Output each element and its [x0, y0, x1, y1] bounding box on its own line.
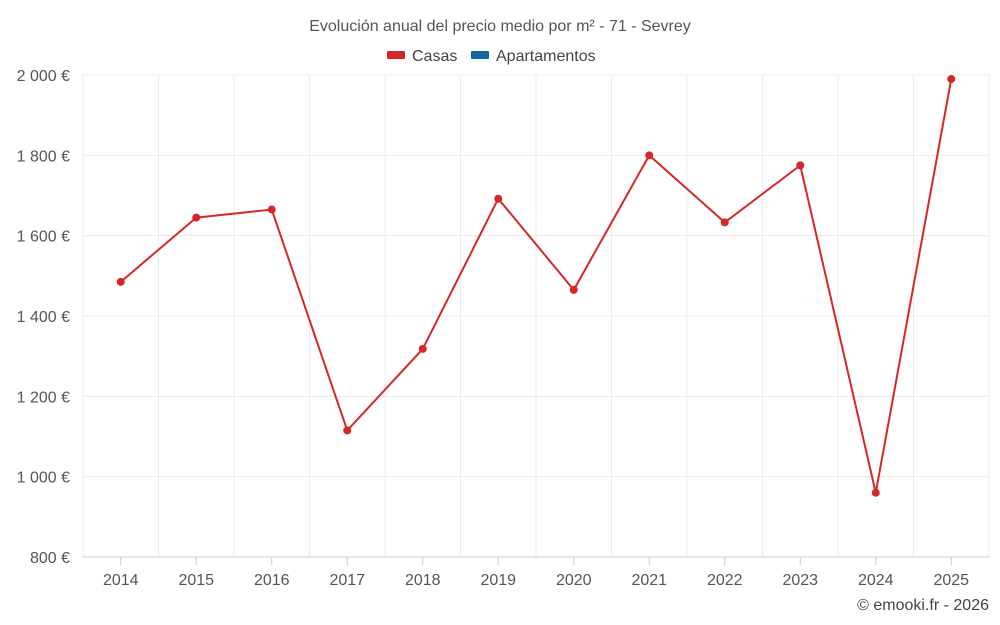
x-tick-label: 2018 [405, 572, 441, 589]
y-tick-label: 1 600 € [17, 229, 70, 246]
x-tick-label: 2015 [178, 572, 214, 589]
x-tick-label: 2021 [631, 572, 667, 589]
legend-swatch-apartamentos [471, 51, 489, 59]
data-point[interactable] [494, 194, 503, 203]
legend-item-casas[interactable]: Casas [387, 48, 457, 65]
series-line [120, 78, 953, 494]
data-point[interactable] [343, 426, 352, 435]
legend: Casas Apartamentos [387, 48, 596, 65]
data-point[interactable] [418, 344, 427, 353]
legend-swatch-casas [387, 51, 405, 59]
y-axis-labels: 800 € 1 000 € 1 200 € 1 400 € 1 600 € 1 800 €… [17, 68, 70, 567]
x-tick-label: 2020 [556, 572, 592, 589]
y-tick-label: 1 200 € [17, 389, 70, 406]
legend-label-apartamentos: Apartamentos [496, 48, 596, 65]
x-tick-label: 2025 [933, 572, 969, 589]
x-tick-label: 2023 [782, 572, 818, 589]
series-casas [116, 75, 956, 497]
x-tick-label: 2022 [707, 572, 743, 589]
chart-title: Evolución anual del precio medio por m² … [309, 18, 691, 35]
x-gridlines [82, 75, 990, 557]
data-point[interactable] [720, 218, 729, 227]
y-tick-label: 1 400 € [17, 309, 70, 326]
legend-label-casas: Casas [412, 48, 457, 65]
y-tick-label: 2 000 € [17, 68, 70, 85]
data-point[interactable] [947, 75, 956, 84]
y-tick-label: 1 800 € [17, 148, 70, 165]
y-tick-label: 800 € [30, 550, 70, 567]
data-point[interactable] [267, 205, 276, 214]
data-point[interactable] [116, 277, 125, 286]
footer-copyright: © emooki.fr - 2026 [857, 597, 989, 614]
legend-item-apartamentos[interactable]: Apartamentos [471, 48, 596, 65]
x-tick-label: 2014 [103, 572, 139, 589]
data-point[interactable] [192, 213, 201, 222]
y-tick-label: 1 000 € [17, 470, 70, 487]
data-point[interactable] [796, 161, 805, 170]
data-point[interactable] [645, 151, 654, 160]
x-tick-label: 2024 [858, 572, 894, 589]
data-point[interactable] [569, 285, 578, 294]
x-tick-label: 2019 [480, 572, 516, 589]
x-axis-labels: 2014 2015 2016 2017 2018 2019 2020 2021 2022 2023… [103, 557, 969, 589]
x-tick-label: 2017 [329, 572, 365, 589]
data-point[interactable] [871, 488, 880, 497]
x-tick-label: 2016 [254, 572, 290, 589]
